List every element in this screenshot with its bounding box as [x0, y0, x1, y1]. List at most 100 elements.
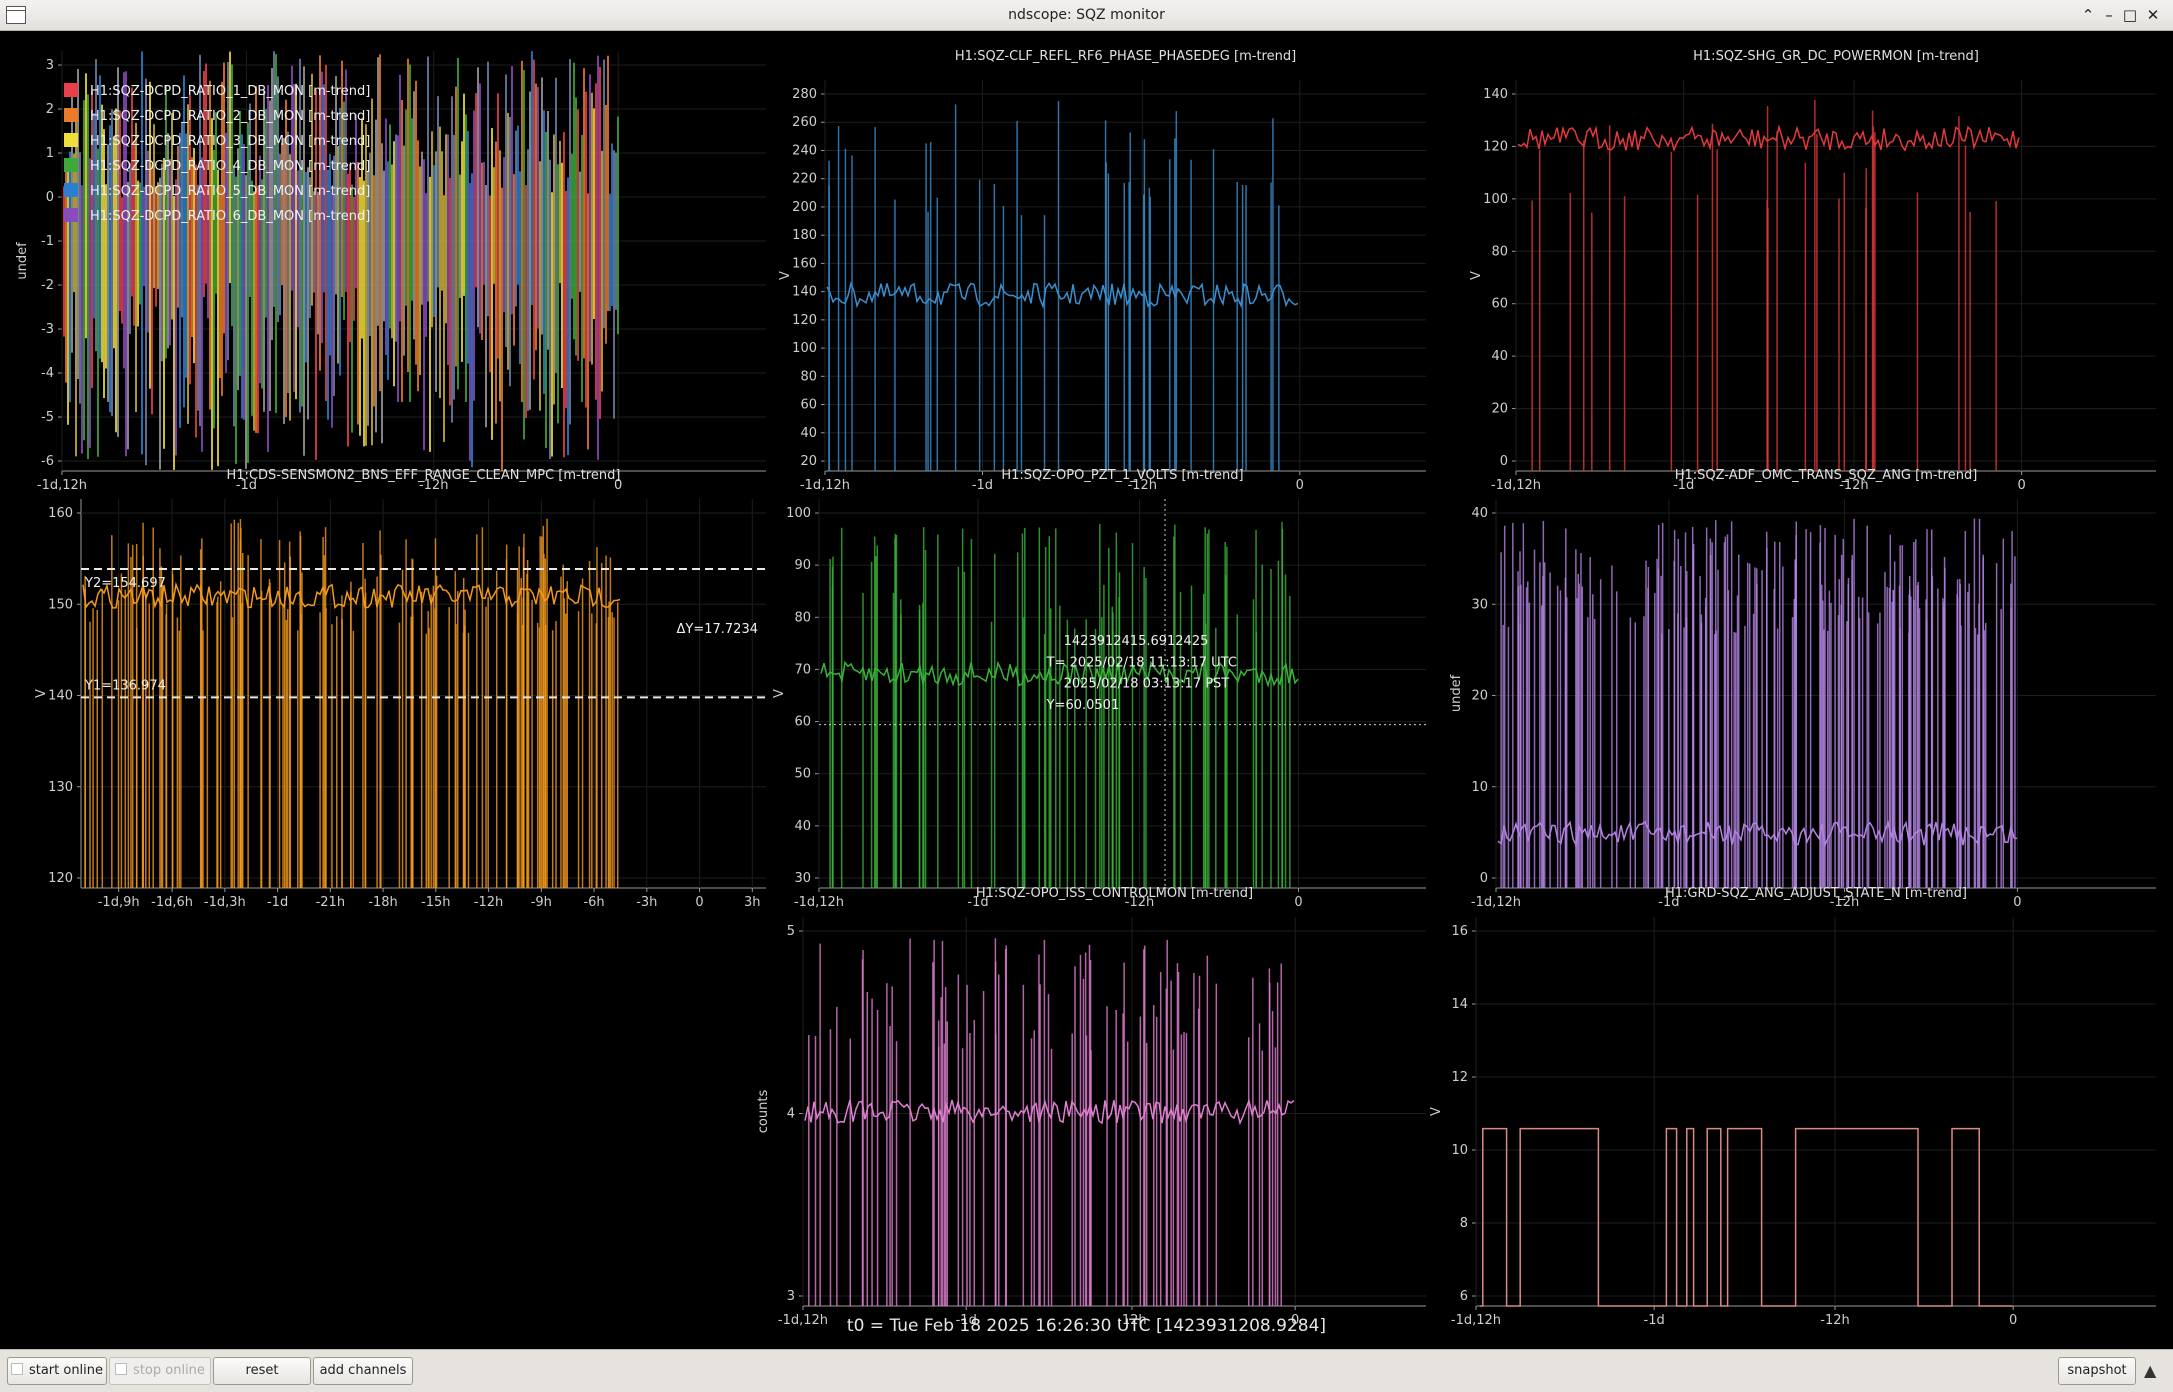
y-tick-label: 120	[48, 871, 73, 886]
x-tick-label: 0	[2017, 478, 2025, 493]
plot-p7[interactable]: H1:SQZ-OPO_ISS_CONTROLMON [m-trend] 5 4 3 -1…	[756, 886, 1426, 1328]
y-tick-label: 3	[46, 58, 54, 73]
y-tick-label: 10	[1471, 780, 1488, 795]
y-tick-label: 200	[792, 200, 817, 215]
x-tick-label: -12h	[1125, 895, 1154, 910]
t0-label: t0 = Tue Feb 18 2025 16:26:30 UTC [14239…	[846, 1316, 1327, 1336]
y-tick-label: -2	[41, 278, 54, 293]
y-tick-label: 1	[46, 146, 54, 161]
plot-title: H1:SQZ-ADF_OMC_TRANS_SQZ_ANG [m-trend]	[1675, 468, 1978, 483]
y-axis-label: undef	[1449, 674, 1464, 712]
y-tick-label: 5	[787, 924, 795, 939]
cursor-gps-label: 1423912415.6912425	[1064, 634, 1209, 649]
legend-entry: H1:SQZ-DCPD_RATIO_5_DB_MON [m-trend]	[90, 184, 370, 199]
minimize-button[interactable]: –	[2105, 6, 2113, 24]
plot-p2[interactable]: H1:SQZ-CLF_REFL_RF6_PHASE_PHASEDEG [m-tr…	[778, 49, 1426, 493]
y-tick-label: -5	[41, 410, 54, 425]
x-tick-label: 0	[1291, 1313, 1299, 1328]
window-title: ndscope: SQZ monitor	[1008, 7, 1165, 23]
y-axis-label: V	[1429, 1107, 1444, 1116]
checkbox-icon	[115, 1363, 128, 1375]
window-icon	[6, 6, 26, 24]
y-tick-label: 14	[1451, 997, 1468, 1012]
y-tick-label: 80	[1491, 244, 1508, 259]
y-tick-label: 20	[1491, 402, 1508, 417]
legend-entry: H1:SQZ-DCPD_RATIO_1_DB_MON [m-trend]	[90, 84, 370, 99]
add-channels-button[interactable]: add channels	[313, 1357, 413, 1385]
plot-title: H1:CDS-SENSMON2_BNS_EFF_RANGE_CLEAN_MPC …	[227, 468, 621, 483]
y-tick-label: 180	[792, 228, 817, 243]
y-tick-label: 140	[792, 285, 817, 300]
chevron-up-icon[interactable]: ▲	[2144, 1361, 2157, 1380]
snapshot-button[interactable]: snapshot	[2058, 1357, 2136, 1385]
plot-title: H1:SQZ-CLF_REFL_RF6_PHASE_PHASEDEG [m-tr…	[955, 49, 1296, 64]
plot-p5[interactable]: H1:SQZ-OPO_PZT_1_VOLTS [m-trend] 100 90 80 7…	[772, 468, 1426, 910]
x-tick-label: -1d,12h	[37, 478, 87, 493]
y-tick-label: 140	[1483, 87, 1508, 102]
y-tick-label: 0	[1480, 871, 1488, 886]
x-tick-label: -1d	[967, 895, 988, 910]
checkbox-icon	[10, 1363, 23, 1375]
x-tick-label: -1d	[267, 895, 288, 910]
bottom-toolbar: start online stop online reset add chann…	[0, 1349, 2173, 1392]
x-tick-label: -18h	[368, 895, 397, 910]
legend-swatch	[64, 133, 78, 147]
y-tick-label: 40	[1471, 506, 1488, 521]
y-tick-label: 120	[792, 313, 817, 328]
y-tick-label: 40	[800, 426, 817, 441]
y-tick-label: 40	[1491, 349, 1508, 364]
x-tick-label: -1d,12h	[794, 895, 844, 910]
x-tick-label: 3h	[744, 895, 761, 910]
legend-swatch	[64, 208, 78, 222]
legend-swatch	[64, 183, 78, 197]
y-tick-label: 20	[800, 454, 817, 469]
y-axis-label: undef	[15, 242, 30, 280]
reset-button[interactable]: reset	[213, 1357, 311, 1385]
y-tick-label: 240	[792, 143, 817, 158]
plot-p3[interactable]: H1:SQZ-SHG_GR_DC_POWERMON [m-trend] 140 12…	[1469, 49, 2156, 493]
x-tick-label: -1d,9h	[98, 895, 140, 910]
cursor-utc-label: T= 2025/02/18 11:13:17 UTC	[1046, 655, 1237, 670]
legend-entry: H1:SQZ-DCPD_RATIO_2_DB_MON [m-trend]	[90, 109, 370, 124]
y-tick-label: 60	[800, 398, 817, 413]
plot-p1[interactable]: 3 2 1 0 -1 -2 -3 -4 -5 -6 -1d,12h -1d -12h 0 undef H1:S…	[15, 51, 766, 493]
plot-p4[interactable]: H1:CDS-SENSMON2_BNS_EFF_RANGE_CLEAN_MPC …	[34, 468, 766, 910]
y-tick-label: 160	[792, 256, 817, 271]
x-tick-label: 0	[1294, 895, 1302, 910]
cursor-y2-label: Y2=154.697	[84, 576, 166, 591]
trace-line	[1480, 1127, 2014, 1307]
y-tick-label: 30	[1471, 597, 1488, 612]
y-tick-label: -6	[41, 454, 54, 469]
x-tick-label: -1d	[1673, 478, 1694, 493]
plot-p8[interactable]: H1:GRD-SQZ_ANG_ADJUST_STATE_N [m-trend] 1…	[1429, 886, 2156, 1328]
cursor-delta-label: ΔY=17.7234	[677, 622, 759, 637]
x-tick-label: -1d	[1658, 895, 1679, 910]
x-tick-label: -1d,3h	[204, 895, 246, 910]
chevron-up-icon[interactable]: ⌃	[2081, 6, 2095, 24]
start-online-button[interactable]: start online	[7, 1357, 107, 1385]
y-tick-label: 12	[1451, 1070, 1468, 1085]
stop-online-button[interactable]: stop online	[109, 1357, 211, 1385]
maximize-button[interactable]: □	[2122, 6, 2138, 24]
y-tick-label: 10	[1451, 1143, 1468, 1158]
y-tick-label: 80	[794, 610, 811, 625]
y-tick-label: 280	[792, 87, 817, 102]
legend-swatch	[64, 158, 78, 172]
y-tick-label: 150	[48, 597, 73, 612]
y-tick-label: 260	[792, 115, 817, 130]
x-tick-label: 0	[2009, 1313, 2017, 1328]
plot-title: H1:SQZ-SHG_GR_DC_POWERMON [m-trend]	[1693, 49, 1979, 64]
x-tick-label: -1d,12h	[1491, 478, 1541, 493]
y-tick-label: 100	[786, 506, 811, 521]
legend-swatch	[64, 108, 78, 122]
close-button[interactable]: ✕	[2146, 6, 2160, 24]
trace-line	[1517, 124, 2020, 153]
stop-online-label: stop online	[133, 1363, 205, 1378]
plot-p6[interactable]: H1:SQZ-ADF_OMC_TRANS_SQZ_ANG [m-trend] 40…	[1449, 468, 2156, 910]
y-tick-label: 70	[794, 662, 811, 677]
y-tick-label: 60	[1491, 297, 1508, 312]
y-tick-label: 80	[800, 369, 817, 384]
y-tick-label: 130	[48, 780, 73, 795]
legend-entry: H1:SQZ-DCPD_RATIO_4_DB_MON [m-trend]	[90, 159, 370, 174]
